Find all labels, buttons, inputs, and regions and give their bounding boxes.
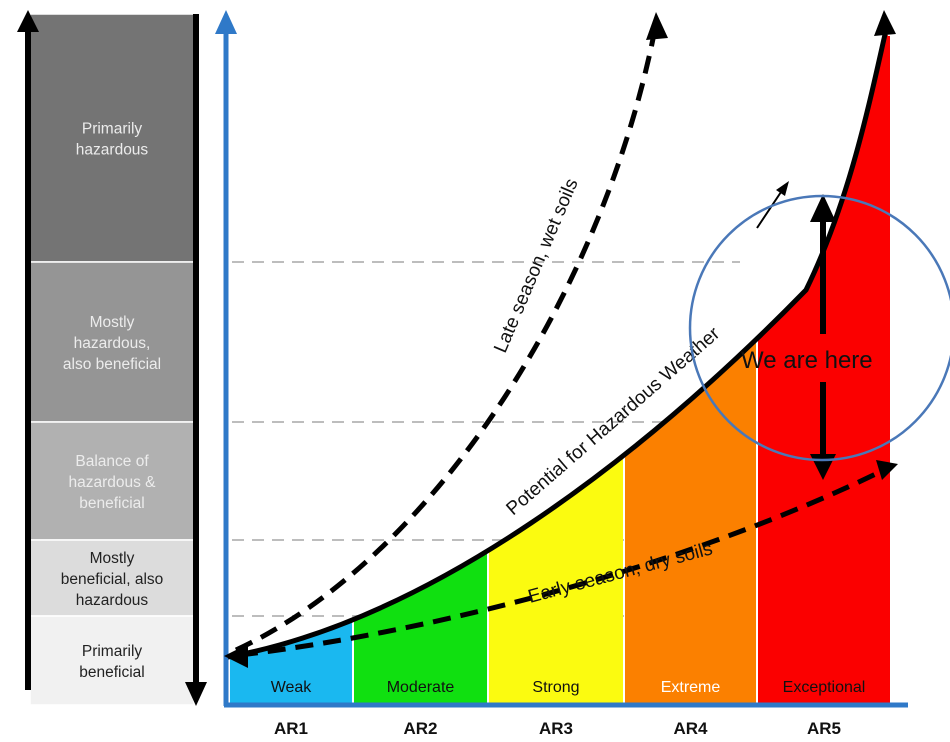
hazard-band-3 bbox=[29, 421, 195, 541]
hazard-band-label: beneficial bbox=[79, 664, 145, 681]
category-code-ar2: AR2 bbox=[403, 719, 437, 738]
we-are-here-label: We are here bbox=[741, 347, 873, 374]
late-season-curve bbox=[234, 12, 668, 653]
category-fill-ar3 bbox=[489, 455, 623, 703]
hazard-band-label: also beneficial bbox=[63, 356, 161, 373]
hazard-band-label: Primarily bbox=[82, 643, 143, 660]
hazard-band-label: Mostly bbox=[90, 314, 135, 331]
hazard-band-label: hazardous & bbox=[68, 474, 156, 491]
category-name-ar1: Weak bbox=[271, 679, 313, 696]
category-code-ar4: AR4 bbox=[673, 719, 708, 738]
callout-circle bbox=[688, 194, 950, 462]
hazard-band-2 bbox=[29, 261, 195, 423]
hazard-potential-curve bbox=[227, 10, 896, 660]
early-season-curve bbox=[224, 460, 898, 668]
category-fill-ar5 bbox=[758, 30, 890, 703]
category-code-ar1: AR1 bbox=[274, 719, 308, 738]
hazard-scale-axis bbox=[17, 10, 207, 706]
we-are-here-callout: We are here bbox=[688, 194, 950, 480]
category-code-labels: AR1 AR2 AR3 AR4 AR5 bbox=[274, 719, 841, 738]
category-name-ar4: Extreme bbox=[661, 679, 721, 696]
hazard-band-label: Mostly bbox=[90, 550, 135, 567]
late-season-label: Late season, wet soils bbox=[490, 176, 582, 356]
hazard-band-label: beneficial bbox=[79, 495, 145, 512]
hazard-band-1 bbox=[29, 13, 195, 263]
category-name-labels: Weak Moderate Strong Extreme Exceptional bbox=[271, 679, 866, 696]
hazard-band-label: hazardous, bbox=[74, 335, 151, 352]
hazard-band-label: Balance of bbox=[75, 453, 149, 470]
category-code-ar3: AR3 bbox=[539, 719, 573, 738]
category-name-ar5: Exceptional bbox=[783, 679, 866, 696]
hazard-band-label: hazardous bbox=[76, 142, 149, 159]
category-fill-ar1 bbox=[230, 620, 352, 703]
hazard-band-label: Primarily bbox=[82, 121, 143, 138]
hazard-benefit-scale: Primarily hazardous Mostly hazardous, also b… bbox=[29, 13, 195, 706]
category-code-ar5: AR5 bbox=[807, 719, 841, 738]
hazard-band-label: hazardous bbox=[76, 592, 149, 609]
hazard-band-5 bbox=[29, 615, 195, 706]
hazard-band-4 bbox=[29, 539, 195, 617]
category-name-ar2: Moderate bbox=[387, 679, 455, 696]
chart-axes bbox=[215, 10, 908, 708]
hazard-band-label: beneficial, also bbox=[61, 571, 164, 588]
category-name-ar3: Strong bbox=[532, 679, 579, 696]
